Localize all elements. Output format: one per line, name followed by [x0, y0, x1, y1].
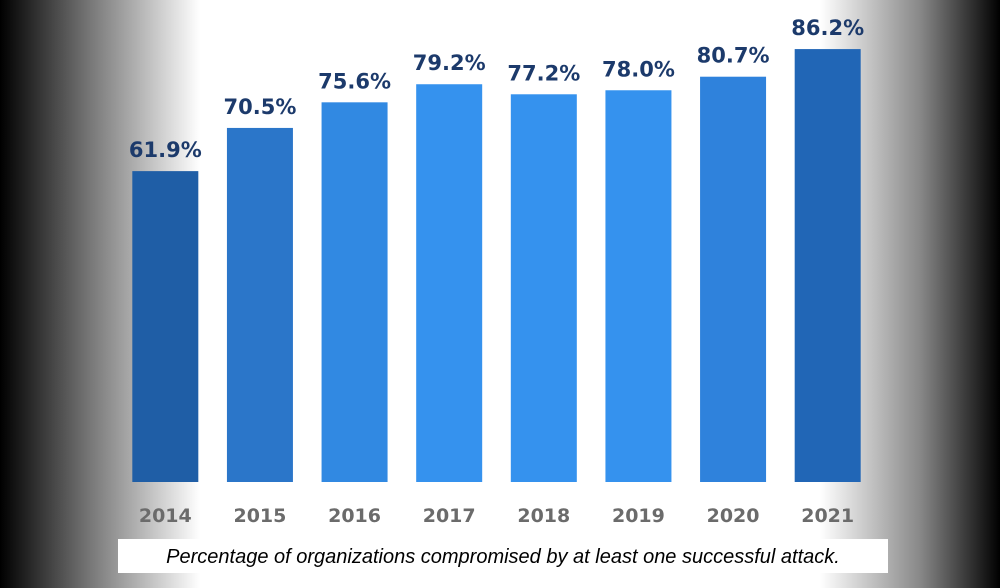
x-tick-label: 2015 — [233, 505, 286, 527]
value-label: 70.5% — [224, 95, 297, 119]
bar — [605, 90, 672, 483]
caption-box — [118, 539, 888, 573]
value-label: 77.2% — [507, 61, 580, 85]
bar — [226, 127, 293, 482]
bar — [321, 102, 388, 482]
value-label: 75.6% — [318, 69, 391, 93]
value-label: 79.2% — [413, 51, 486, 75]
bar — [700, 76, 767, 482]
value-label: 86.2% — [791, 16, 864, 40]
bar — [132, 171, 199, 482]
x-tick-label: 2017 — [423, 505, 476, 527]
bar — [416, 84, 483, 483]
x-tick-label: 2016 — [328, 505, 381, 527]
bar — [510, 94, 577, 482]
caption: Percentage of organizations compromised … — [166, 546, 840, 568]
x-tick-label: 2018 — [517, 505, 570, 527]
value-label: 80.7% — [697, 44, 770, 68]
value-label: 78.0% — [602, 57, 675, 81]
value-label: 61.9% — [129, 138, 202, 162]
x-tick-label: 2021 — [801, 505, 854, 527]
bar — [794, 49, 861, 483]
x-tick-label: 2020 — [707, 505, 760, 527]
x-tick-label: 2014 — [139, 505, 192, 527]
x-tick-label: 2019 — [612, 505, 665, 527]
